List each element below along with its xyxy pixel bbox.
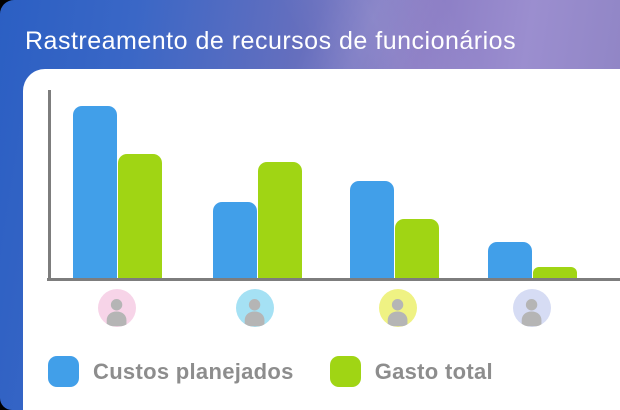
bar-custos-planejados — [350, 181, 394, 280]
bar-custos-planejados — [488, 242, 532, 280]
legend-label-planned: Custos planejados — [93, 358, 294, 384]
bar-gasto-total — [118, 154, 162, 280]
chart-legend: Custos planejados Gasto total — [48, 356, 493, 387]
x-axis — [47, 278, 620, 281]
person-avatar-icon — [513, 289, 551, 327]
person-avatar-icon — [98, 289, 136, 327]
legend-label-spent: Gasto total — [374, 358, 493, 384]
legend-swatch-spent — [329, 356, 361, 387]
person-avatar-icon — [379, 289, 417, 327]
bar-chart — [23, 69, 620, 410]
legend-swatch-planned — [48, 356, 79, 387]
chart-card: Custos planejados Gasto total — [23, 69, 620, 410]
legend-item-spent: Gasto total — [329, 356, 493, 387]
bar-gasto-total — [533, 267, 577, 280]
page-title: Rastreamento de recursos de funcionários — [25, 27, 517, 55]
person-avatar-icon — [236, 289, 274, 327]
legend-item-planned: Custos planejados — [48, 356, 294, 387]
bar-custos-planejados — [73, 106, 117, 280]
y-axis — [48, 90, 51, 281]
bar-gasto-total — [258, 162, 302, 280]
bar-custos-planejados — [213, 202, 257, 280]
bar-gasto-total — [395, 219, 439, 280]
